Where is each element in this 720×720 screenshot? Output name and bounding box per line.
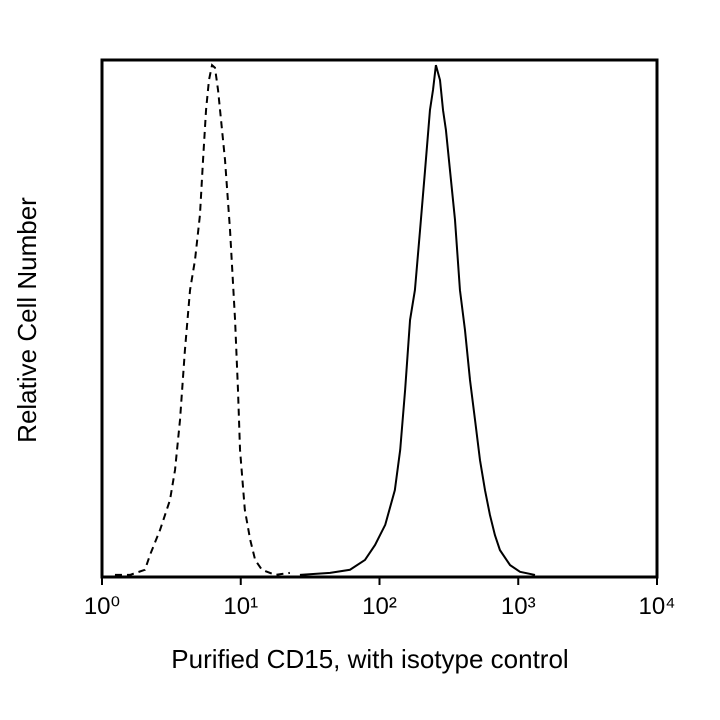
histogram-line [114, 63, 291, 576]
plot-frame [100, 58, 659, 579]
x-tick-label: 10¹ [223, 593, 258, 620]
histogram-line [299, 64, 536, 576]
x-axis-label: Purified CD15, with isotype control [171, 644, 568, 674]
y-axis-label: Relative Cell Number [12, 197, 42, 443]
x-tick-label: 10² [362, 593, 397, 620]
x-tick-label: 10³ [501, 593, 536, 620]
x-tick-label: 10⁰ [84, 593, 120, 620]
x-tick-label: 10⁴ [638, 593, 675, 620]
